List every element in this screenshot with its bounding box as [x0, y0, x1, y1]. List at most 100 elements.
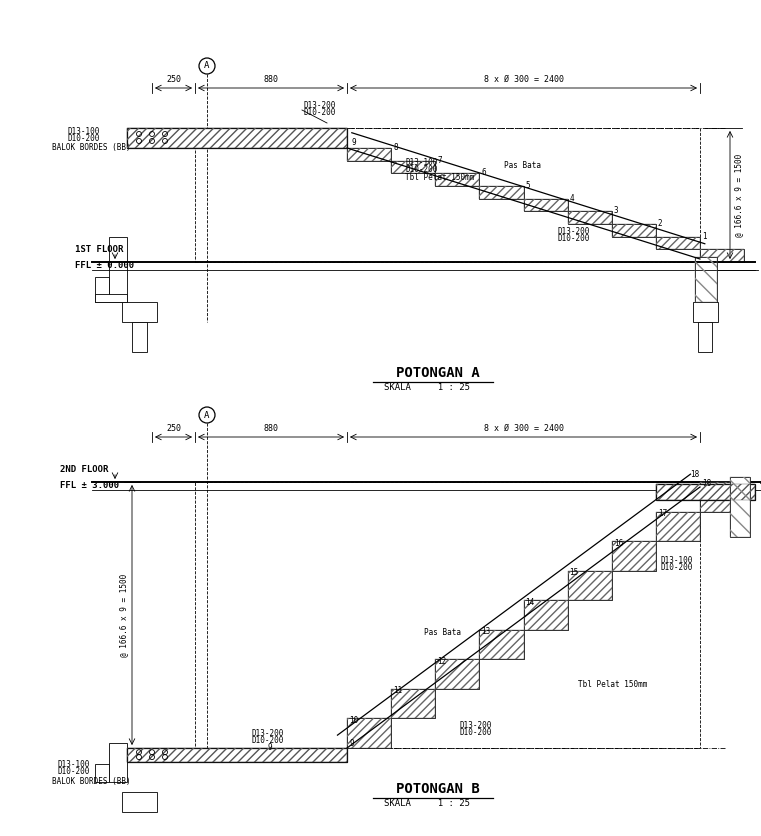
Text: 9: 9	[351, 138, 355, 147]
Bar	[695, 257, 717, 302]
Bar	[391, 161, 435, 173]
Bar	[435, 173, 479, 186]
Text: 1: 1	[702, 232, 707, 241]
Text: Pas Bata: Pas Bata	[505, 161, 541, 171]
Text: BALOK BORDES (BB): BALOK BORDES (BB)	[52, 143, 131, 152]
Bar	[695, 257, 717, 302]
Text: 4: 4	[570, 194, 575, 202]
Bar	[700, 482, 744, 512]
Text: 1ST FLOOR: 1ST FLOOR	[75, 245, 123, 254]
Bar	[195, 128, 700, 262]
Text: 15: 15	[570, 568, 579, 577]
Text: 12: 12	[438, 657, 447, 665]
Text: 17: 17	[658, 509, 667, 518]
Bar	[127, 128, 347, 148]
Bar	[347, 718, 391, 748]
Text: 880: 880	[263, 424, 279, 433]
Text: 18: 18	[702, 479, 712, 488]
Text: 8 x Ø 300 = 2400: 8 x Ø 300 = 2400	[483, 75, 563, 84]
Bar	[568, 212, 612, 224]
Text: 250: 250	[166, 75, 181, 84]
Bar	[479, 186, 524, 199]
Text: D13-100: D13-100	[661, 556, 693, 564]
Text: D10-200: D10-200	[406, 166, 438, 175]
Text: D13-200: D13-200	[460, 721, 492, 731]
Text: D10-200: D10-200	[460, 728, 492, 737]
Text: D13-200: D13-200	[558, 227, 590, 236]
Bar	[479, 630, 524, 660]
Text: 5: 5	[526, 181, 530, 190]
Text: SKALA     1 : 25: SKALA 1 : 25	[384, 383, 470, 392]
Bar	[693, 302, 718, 322]
Text: 2ND FLOOR: 2ND FLOOR	[60, 465, 108, 474]
Bar	[435, 173, 479, 186]
Bar	[524, 600, 568, 630]
Bar	[700, 249, 744, 262]
Text: 16: 16	[614, 538, 623, 548]
Text: 7: 7	[438, 155, 442, 165]
Bar	[109, 237, 127, 302]
Text: FFL ± 0.000: FFL ± 0.000	[75, 261, 134, 270]
Bar	[656, 237, 700, 249]
Text: 11: 11	[393, 686, 403, 696]
Text: @ 166.6 x 9 = 1500: @ 166.6 x 9 = 1500	[119, 573, 128, 656]
Bar	[132, 322, 147, 352]
Text: 18: 18	[690, 470, 699, 479]
Text: Tipe Pelat A: Tipe Pelat A	[760, 483, 761, 492]
Text: FFL ± 3.000: FFL ± 3.000	[60, 481, 119, 490]
Text: Pas Bata: Pas Bata	[425, 628, 461, 637]
Bar	[656, 512, 700, 541]
Text: 13: 13	[482, 627, 491, 636]
Bar	[391, 689, 435, 718]
Bar	[730, 477, 750, 537]
Text: Tbl Pelat 150mm: Tbl Pelat 150mm	[406, 173, 475, 182]
Bar	[612, 224, 656, 237]
Bar	[391, 689, 435, 718]
Text: D10-200: D10-200	[661, 563, 693, 572]
Text: A: A	[204, 62, 210, 70]
Text: POTONGAN A: POTONGAN A	[396, 366, 479, 380]
Bar	[656, 237, 700, 249]
Text: D13-200: D13-200	[252, 729, 285, 738]
Bar	[656, 512, 700, 541]
Bar	[524, 199, 568, 212]
Text: D13-200: D13-200	[304, 101, 336, 110]
Bar	[95, 277, 109, 302]
Text: 880: 880	[263, 75, 279, 84]
Bar	[700, 249, 744, 262]
Bar	[109, 743, 127, 782]
Bar	[95, 764, 109, 782]
Text: D10-200: D10-200	[57, 767, 89, 776]
Bar	[127, 748, 347, 762]
Bar	[612, 541, 656, 571]
Text: 14: 14	[526, 598, 535, 607]
Bar	[524, 199, 568, 212]
Bar	[127, 748, 347, 762]
Text: Tbl Pelat 150mm: Tbl Pelat 150mm	[578, 680, 647, 689]
Bar	[347, 148, 391, 161]
Bar	[391, 161, 435, 173]
Text: D10-200: D10-200	[304, 108, 336, 117]
Text: D10-200: D10-200	[558, 234, 590, 243]
Text: @ 166.6 x 9 = 1500: @ 166.6 x 9 = 1500	[734, 153, 743, 237]
Bar	[195, 482, 700, 748]
Bar	[656, 484, 755, 500]
Text: 9: 9	[267, 743, 272, 752]
Bar	[347, 718, 391, 748]
Text: 2: 2	[658, 219, 663, 228]
Bar	[479, 630, 524, 660]
Bar	[568, 212, 612, 224]
Text: SKALA     1 : 25: SKALA 1 : 25	[384, 799, 470, 808]
Bar	[122, 302, 157, 322]
Bar	[700, 482, 744, 512]
Bar	[347, 148, 391, 161]
Text: D10-200: D10-200	[252, 736, 285, 745]
Bar	[568, 571, 612, 600]
Bar	[479, 186, 524, 199]
Bar	[698, 322, 712, 352]
Text: 8 x Ø 300 = 2400: 8 x Ø 300 = 2400	[483, 424, 563, 433]
Bar	[656, 484, 755, 500]
Text: 250: 250	[166, 424, 181, 433]
Text: 3: 3	[614, 206, 619, 215]
Text: 10: 10	[349, 716, 358, 725]
